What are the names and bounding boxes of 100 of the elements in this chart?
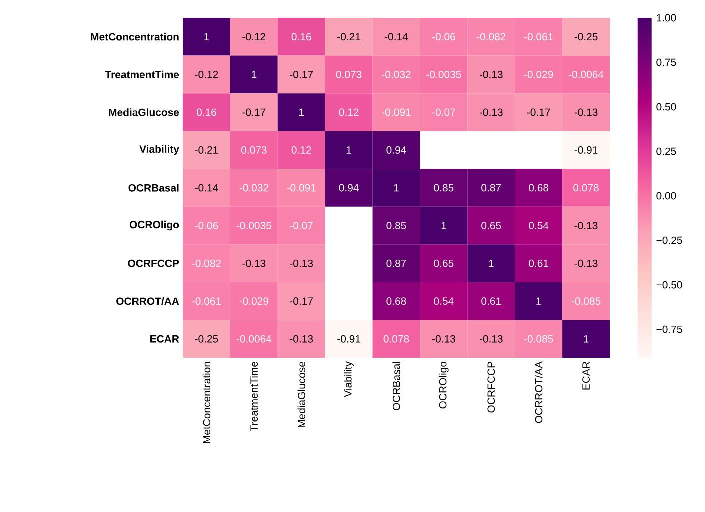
color-bar-label: −0.25	[656, 236, 682, 244]
data-label: -0.0035	[236, 222, 272, 230]
data-label: 1	[584, 336, 589, 343]
data-label: -0.032	[382, 70, 411, 78]
data-label: 1	[346, 146, 352, 154]
data-label: -0.13	[432, 335, 456, 343]
data-label: 1	[300, 108, 304, 116]
data-label: 0.68	[529, 184, 549, 192]
data-label: 0.073	[336, 70, 362, 78]
data-label: -0.25	[574, 33, 598, 41]
data-label: -0.061	[192, 298, 222, 306]
x-tick-label: ECAR	[582, 362, 590, 390]
data-label: -0.029	[524, 70, 554, 78]
data-label: -0.13	[480, 108, 503, 116]
data-label: 1	[489, 260, 494, 268]
data-label: 0.65	[482, 222, 502, 230]
color-bar-label: 1.00	[657, 14, 676, 22]
data-label: -0.13	[290, 335, 314, 343]
data-label: -0.082	[192, 260, 222, 268]
data-label: -0.12	[242, 33, 266, 41]
data-label: 1	[536, 298, 542, 305]
data-label: 0.12	[292, 146, 312, 154]
data-label: 0.073	[241, 146, 267, 154]
data-label: -0.12	[195, 70, 218, 78]
data-label: 0.61	[529, 260, 548, 268]
color-bar-label: 0.75	[656, 58, 676, 66]
data-label: 1	[442, 222, 446, 230]
data-label: -0.06	[195, 222, 218, 230]
data-label: -0.0064	[569, 70, 604, 78]
data-label: -0.06	[432, 33, 456, 41]
data-label: -0.082	[477, 33, 506, 41]
data-label: 0.85	[434, 184, 454, 192]
color-bar-label: −0.50	[656, 281, 682, 289]
data-label: 0.54	[434, 298, 454, 306]
data-label: -0.091	[382, 108, 411, 116]
x-tick-label: OCRROT/AA	[534, 362, 543, 424]
data-label: -0.91	[338, 335, 360, 343]
y-tick-label: OCRBasal	[128, 184, 179, 192]
data-label: -0.13	[290, 260, 314, 268]
data-label: -0.085	[524, 335, 554, 343]
data-label: 1	[394, 184, 399, 192]
color-bar-label: 0.50	[656, 103, 676, 111]
y-tick-label: OCRROT/AA	[116, 297, 180, 306]
data-label: -0.029	[240, 298, 268, 306]
data-label: 0.078	[574, 184, 599, 192]
data-label: 1	[252, 71, 257, 78]
data-label: -0.032	[240, 184, 268, 192]
data-label: -0.17	[290, 70, 313, 78]
data-label: -0.13	[480, 335, 503, 343]
data-label: -0.07	[432, 108, 456, 116]
y-tick-label: TreatmentTime	[105, 70, 180, 79]
data-label: 0.85	[386, 222, 406, 230]
data-label: -0.91	[574, 146, 598, 154]
data-label: 0.16	[196, 108, 216, 116]
data-label: -0.13	[574, 260, 598, 268]
x-tick-label: MediaGlucose	[298, 362, 306, 428]
x-tick-label: OCROligo	[439, 362, 449, 409]
data-label: 0.54	[529, 222, 549, 230]
color-bar-label: −0.75	[656, 326, 682, 334]
data-label: -0.13	[480, 70, 503, 78]
color-bar-label: 0.00	[656, 192, 676, 200]
y-tick-label: OCROligo	[130, 220, 180, 231]
data-label: 1	[204, 33, 210, 40]
y-tick-label: ECAR	[150, 335, 180, 343]
y-tick-label: MediaGlucose	[109, 108, 180, 116]
data-label: -0.21	[195, 146, 218, 154]
data-label: -0.13	[242, 260, 266, 268]
data-label: 0.65	[434, 260, 454, 268]
data-label: -0.13	[574, 108, 598, 116]
color-bar-label: 0.25	[656, 148, 676, 156]
data-label: 0.61	[482, 298, 502, 306]
data-label: 0.87	[386, 260, 406, 268]
y-tick-label: OCRFCCP	[128, 260, 180, 268]
data-label: 0.94	[386, 146, 406, 154]
data-label: -0.21	[338, 33, 360, 41]
x-tick-label: Viability	[344, 362, 354, 398]
data-label: -0.14	[195, 184, 218, 192]
data-label: -0.0035	[426, 70, 462, 78]
data-label: -0.17	[242, 108, 266, 116]
y-tick-label: MetConcentration	[91, 33, 179, 41]
data-label: 0.078	[384, 335, 410, 343]
data-label: 0.12	[339, 108, 359, 116]
data-label: -0.085	[572, 298, 601, 306]
data-label: 0.68	[386, 298, 406, 306]
data-label: -0.25	[195, 335, 218, 343]
data-label: 0.87	[482, 184, 502, 192]
data-label: -0.13	[574, 222, 598, 230]
x-tick-label: TreatmentTime	[250, 362, 258, 432]
data-label: -0.07	[290, 222, 313, 230]
data-label: -0.17	[527, 108, 550, 116]
data-label: 0.16	[292, 33, 312, 41]
data-label: -0.14	[385, 33, 408, 41]
y-tick-label: Viability	[140, 145, 180, 156]
data-label: -0.061	[524, 33, 554, 41]
data-label: -0.091	[287, 184, 316, 192]
data-label: -0.17	[290, 298, 313, 306]
x-tick-label: OCRFCCP	[488, 362, 496, 413]
data-label: -0.0064	[236, 335, 272, 343]
data-label: 0.94	[339, 184, 359, 192]
x-tick-label: OCRBasal	[392, 362, 400, 410]
